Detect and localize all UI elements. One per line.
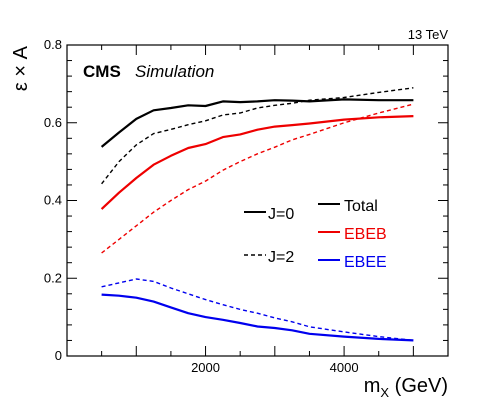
legend-label-ebee: EBEE (344, 254, 387, 271)
x-tick-label: 4000 (330, 360, 359, 375)
y-tick-label: 0 (55, 348, 62, 363)
experiment-label: CMS (83, 62, 121, 81)
x-axis-label-unit: (GeV) (395, 375, 448, 397)
series-line-total-j0 (100, 98, 414, 148)
legend-label-j2: J=2 (268, 249, 294, 266)
x-axis-label: mX (GeV) (364, 375, 448, 400)
y-tick-label: 0.6 (44, 115, 62, 130)
y-tick-label: 0.2 (44, 270, 62, 285)
x-axis-label-main: m (364, 375, 381, 397)
legend: J=0 J=2 Total EBEB EBEE (244, 198, 387, 271)
y-tick-label: 0.8 (44, 37, 62, 52)
series-line-ebee-j0 (101, 293, 414, 342)
legend-label-j0: J=0 (268, 206, 294, 223)
y-axis-label: ε × A (10, 45, 32, 91)
plot-frame (66, 44, 449, 357)
series-line-ebeb-j0 (100, 115, 414, 210)
top-right-label: 13 TeV (408, 27, 449, 42)
series-line-ebeb-j2 (101, 103, 414, 254)
legend-label-total: Total (344, 198, 378, 215)
experiment-sublabel: Simulation (135, 62, 214, 81)
series-line-ebee-j2 (101, 278, 414, 342)
x-axis-label-sub: X (380, 385, 389, 400)
series-layer (100, 87, 414, 342)
x-tick-label: 2000 (191, 360, 220, 375)
legend-label-ebeb: EBEB (344, 226, 387, 243)
y-tick-label: 0.4 (44, 193, 62, 208)
axis-ticks: 2000 4000 0 0.2 0.4 0.6 0.8 (44, 37, 448, 375)
